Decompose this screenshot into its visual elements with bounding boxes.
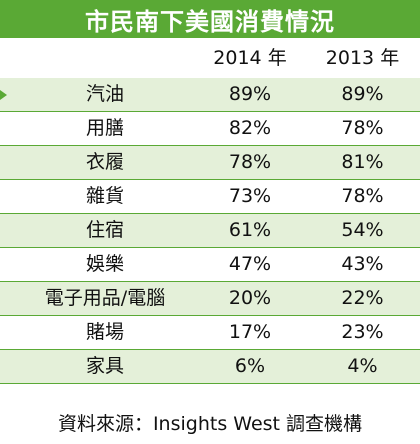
row-label: 用膳 (85, 117, 124, 139)
table-row: 電子用品/電腦 20% 22% (0, 282, 420, 316)
table-row: 賭場 17% 23% (0, 316, 420, 350)
value-2014: 89% (228, 83, 272, 105)
value-2013: 89% (341, 83, 384, 105)
value-2013: 4% (347, 355, 378, 377)
value-2014: 82% (228, 117, 272, 139)
row-label: 衣履 (85, 151, 124, 173)
table-row: 汽油 89% 89% (0, 78, 420, 112)
value-2013: 23% (341, 321, 384, 343)
table-row: 住宿 61% 54% (0, 214, 420, 248)
value-2013: 81% (341, 151, 384, 173)
value-2014: 61% (228, 219, 272, 241)
row-label: 家具 (85, 355, 124, 377)
value-2014: 73% (228, 185, 272, 207)
value-2013: 78% (341, 117, 384, 139)
source-note: 資料來源：Insights West 調查機構 (57, 413, 363, 435)
table-header: 2014 年 2013 年 (0, 38, 420, 78)
row-label: 娛樂 (85, 253, 124, 275)
row-label: 汽油 (85, 83, 124, 105)
value-2014: 6% (234, 355, 266, 377)
row-label: 賭場 (85, 321, 124, 343)
value-2013: 22% (341, 287, 384, 309)
table-row: 用膳 82% 78% (0, 112, 420, 146)
page-title: 市民南下美國消費情況 (85, 7, 335, 36)
row-label: 電子用品/電腦 (44, 287, 166, 309)
row-label: 雜貨 (85, 185, 124, 207)
row-label: 住宿 (85, 219, 124, 241)
column-header-2013: 2013 年 (325, 47, 400, 69)
value-2014: 78% (228, 151, 272, 173)
table-row: 雜貨 73% 78% (0, 180, 420, 214)
table-row: 娛樂 47% 43% (0, 248, 420, 282)
value-2014: 20% (228, 287, 272, 309)
value-2014: 17% (228, 321, 272, 343)
value-2013: 78% (341, 185, 384, 207)
column-header-2014: 2014 年 (213, 47, 287, 69)
value-2013: 54% (341, 219, 384, 241)
table-row: 衣履 78% 81% (0, 146, 420, 180)
title-bar: 市民南下美國消費情況 (0, 0, 420, 38)
arrow-icon (0, 90, 7, 100)
table-row: 家具 6% 4% (0, 350, 420, 384)
value-2013: 43% (341, 253, 384, 275)
value-2014: 47% (228, 253, 272, 275)
